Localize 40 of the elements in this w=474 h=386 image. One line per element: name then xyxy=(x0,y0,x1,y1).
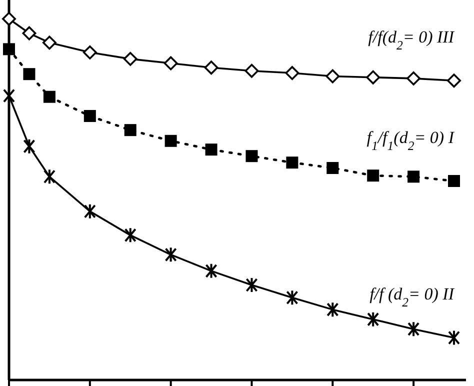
point xyxy=(367,170,380,182)
series-label: f/f (d$_{2}$= 0) II xyxy=(370,284,456,310)
point xyxy=(164,134,177,147)
point xyxy=(84,203,96,220)
point xyxy=(286,156,298,169)
point xyxy=(3,88,15,104)
point xyxy=(246,150,258,162)
point xyxy=(326,69,340,84)
point xyxy=(2,12,16,26)
series-label: f/f(d$_{2}$= 0) III xyxy=(368,28,456,53)
point xyxy=(22,26,36,40)
point xyxy=(82,45,97,60)
point xyxy=(447,74,461,88)
point xyxy=(164,246,177,263)
point xyxy=(43,168,56,185)
point xyxy=(408,321,420,338)
point xyxy=(3,43,15,56)
point xyxy=(42,36,56,50)
point xyxy=(23,138,36,154)
point xyxy=(204,60,218,75)
point xyxy=(286,290,298,306)
series-label: f$_{1}$/f$_{1}$(d$_{2}$= 0) I xyxy=(366,128,456,153)
point xyxy=(285,66,300,80)
point xyxy=(408,170,420,183)
point xyxy=(23,68,36,80)
point xyxy=(205,262,218,279)
point xyxy=(448,175,460,187)
point xyxy=(124,124,136,136)
point xyxy=(246,277,258,294)
point xyxy=(326,302,339,318)
point xyxy=(124,227,136,244)
point xyxy=(244,64,259,78)
point xyxy=(123,52,138,66)
point xyxy=(43,90,56,103)
point xyxy=(164,56,178,70)
point xyxy=(326,162,339,174)
point xyxy=(367,311,380,328)
point xyxy=(448,330,460,346)
point xyxy=(205,144,218,156)
point xyxy=(84,110,96,122)
